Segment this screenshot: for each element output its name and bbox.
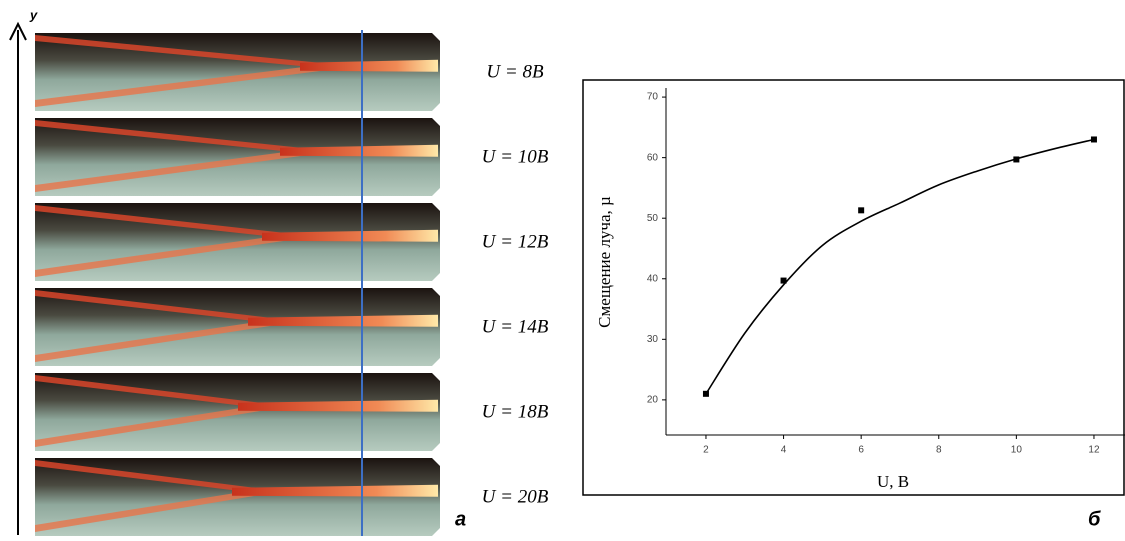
beam — [35, 35, 330, 69]
beam — [300, 59, 438, 72]
beam — [35, 403, 268, 447]
arrow-head — [9, 21, 27, 41]
x-tick-label: 12 — [1088, 445, 1100, 456]
panel-letter: а — [455, 508, 466, 530]
data-point — [858, 207, 865, 214]
x-axis-label: U, В — [877, 472, 909, 491]
voltage-label: U = 8В — [486, 61, 544, 82]
beam — [238, 399, 438, 412]
x-tick-label: 6 — [858, 445, 864, 456]
y-axis-label: Смещение луча, µ — [595, 196, 614, 328]
y-tick-label: 20 — [647, 395, 659, 406]
y-tick-label: 50 — [647, 213, 659, 224]
axis-label: y — [29, 7, 38, 22]
data-point — [780, 277, 787, 284]
beam — [35, 318, 278, 362]
fit-line — [705, 138, 1095, 395]
beam — [248, 314, 438, 327]
beam — [35, 488, 262, 532]
x-tick-label: 10 — [1011, 445, 1023, 456]
voltage-label: U = 14В — [482, 316, 549, 337]
beam — [35, 120, 310, 154]
beam — [232, 484, 438, 497]
x-tick-label: 4 — [781, 445, 787, 456]
x-tick-label: 2 — [703, 445, 709, 456]
panel-letter: б — [1088, 508, 1101, 530]
photo-panel — [35, 33, 440, 536]
beam — [280, 144, 438, 157]
beam — [262, 229, 438, 242]
beam — [35, 290, 278, 324]
voltage-label: U = 12В — [482, 231, 549, 252]
beam — [35, 148, 310, 192]
x-tick-label: 8 — [936, 445, 942, 456]
voltage-label: U = 10В — [482, 146, 549, 167]
beam — [35, 233, 292, 277]
chart-frame — [582, 79, 1125, 496]
y-tick-label: 60 — [647, 152, 659, 163]
voltage-label: U = 20В — [482, 486, 549, 507]
voltage-label: U = 18В — [482, 401, 549, 422]
y-tick-label: 70 — [647, 92, 659, 103]
y-tick-label: 40 — [647, 273, 659, 284]
beam — [35, 63, 330, 107]
beam — [35, 460, 262, 494]
beam — [35, 375, 268, 409]
y-tick-label: 30 — [647, 334, 659, 345]
beam — [35, 205, 292, 239]
